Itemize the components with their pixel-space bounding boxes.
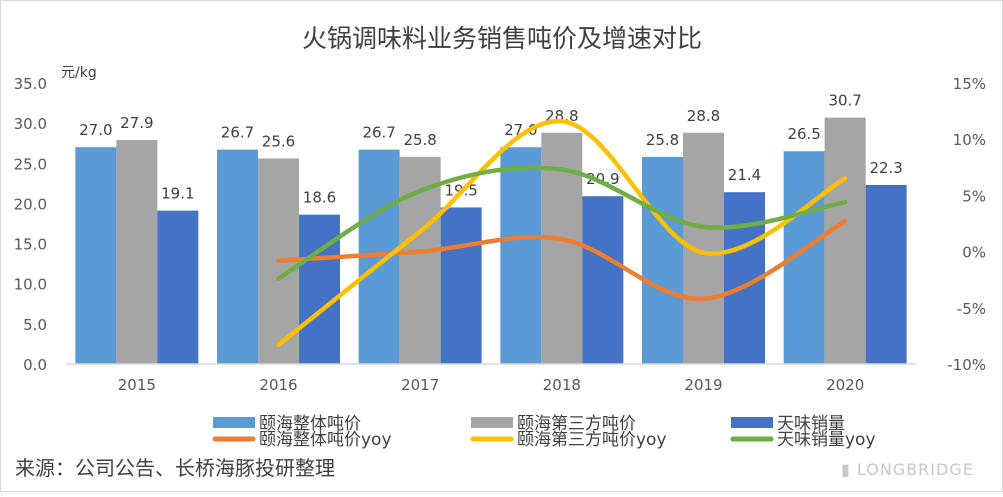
bar [582,196,624,364]
bar [642,156,683,364]
bar-data-label: 27.0 [79,121,112,139]
bar-data-label: 22.3 [869,159,902,177]
legend-label: 颐海第三方吨价 [517,414,636,434]
legend-label: 颐海整体吨价yoy [259,430,392,450]
bar [157,210,199,364]
y2-tick-label: 5% [962,187,986,205]
bar [116,140,158,364]
line-series [276,219,848,302]
y2-tick-label: -10% [947,356,986,374]
bar [824,117,866,364]
x-tick-label: 2016 [259,376,297,394]
x-tick-label: 2020 [826,376,864,394]
x-tick-label: 2015 [118,376,156,394]
bar-data-label: 25.8 [646,131,679,149]
legend-swatch [471,417,513,428]
bar-data-label: 18.6 [303,189,336,207]
x-tick-label: 2018 [543,376,581,394]
x-tick-label: 2017 [401,376,439,394]
y2-tick-label: 0% [962,244,986,262]
legend-swatch [213,417,255,428]
y-tick-label: 10.0 [14,276,47,294]
bar [217,149,258,364]
y-tick-label: 35.0 [14,75,47,93]
watermark-logo: ▮ LONGBRIDGE [841,460,974,479]
y2-tick-label: 10% [953,131,986,149]
bar-data-label: 26.7 [362,124,395,142]
y-tick-label: 20.0 [14,195,47,213]
bar [75,147,117,364]
bar-data-label: 30.7 [828,92,861,110]
bar-data-label: 19.1 [161,185,194,203]
chart-title: 火锅调味料业务销售吨价及增速对比 [302,24,702,53]
bar [440,207,482,364]
bar-data-label: 27.0 [504,121,537,139]
line-series [276,165,848,281]
legend-label: 天味销量 [777,414,845,434]
legend-label: 天味销量yoy [777,430,876,450]
bar-data-label: 20.9 [586,170,619,188]
legend-label: 颐海整体吨价 [259,414,361,434]
source-note: 来源：公司公告、长桥海豚投研整理 [15,456,335,480]
bar [299,214,340,364]
y-tick-label: 0.0 [23,356,47,374]
legend-swatch [731,417,773,428]
bar-data-label: 21.4 [728,166,761,184]
y2-tick-label: -5% [957,300,986,318]
legend-label: 颐海第三方吨价yoy [517,430,667,450]
x-tick-label: 2019 [684,376,722,394]
bar [500,147,542,364]
bar-data-label: 25.6 [262,132,295,150]
bar-data-label: 25.8 [403,131,436,149]
bar [865,184,907,364]
y-tick-label: 15.0 [14,236,47,254]
y-tick-label: 25.0 [14,155,47,173]
y-tick-label: 5.0 [23,316,47,334]
bar-data-label: 27.9 [120,114,153,132]
bar-data-label: 28.8 [687,107,720,125]
bar-data-label: 26.7 [221,124,254,142]
y2-tick-label: 15% [953,75,986,93]
left-axis-unit: 元/kg [61,65,97,81]
y-tick-label: 30.0 [14,115,47,133]
bar-data-label: 26.5 [787,125,820,143]
line-series [276,118,848,348]
